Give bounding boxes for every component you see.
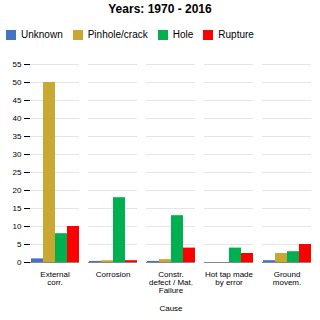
svg-text:55: 55 [13, 60, 22, 69]
svg-text:Corrosion: Corrosion [96, 270, 131, 279]
svg-text:40: 40 [13, 114, 22, 123]
svg-text:50: 50 [13, 78, 22, 87]
svg-text:Groundmovem.: Groundmovem. [273, 270, 301, 287]
html-text:Hole: Hole [172, 29, 194, 40]
svg-text:Cause: Cause [159, 304, 183, 313]
svg-text:35: 35 [13, 132, 22, 141]
svg-text:10: 10 [13, 222, 22, 231]
svg-text:Constr.defect / Mat.Failure: Constr.defect / Mat.Failure [149, 270, 193, 295]
html-text:Rupture: Rupture [218, 29, 254, 40]
svg-text:30: 30 [13, 150, 22, 159]
html-text:Pinhole/crack: Pinhole/crack [87, 29, 148, 40]
svg-text:Externalcorr.: Externalcorr. [40, 270, 70, 287]
svg-text:20: 20 [13, 186, 22, 195]
svg-text:15: 15 [13, 204, 22, 213]
html-text:Years: 1970 - 2016: Years: 1970 - 2016 [108, 2, 212, 16]
html-text:Unknown: Unknown [21, 29, 63, 40]
svg-text:25: 25 [13, 168, 22, 177]
svg-text:45: 45 [13, 96, 22, 105]
svg-text:5: 5 [17, 240, 22, 249]
svg-text:Hot tap madeby error: Hot tap madeby error [205, 270, 254, 287]
svg-text:0: 0 [17, 258, 22, 267]
